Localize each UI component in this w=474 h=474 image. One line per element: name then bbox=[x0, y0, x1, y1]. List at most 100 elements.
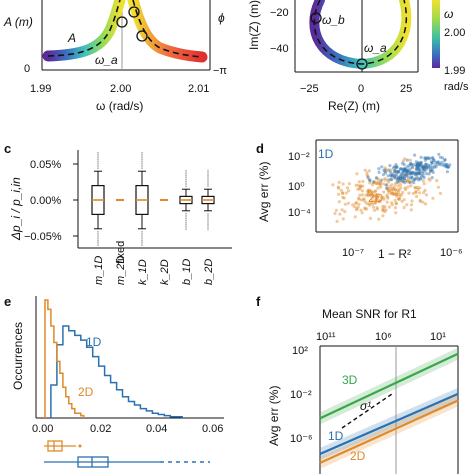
panel-d-scatter-point bbox=[385, 193, 389, 197]
panel-d-scatter-point bbox=[421, 179, 425, 183]
panel-d-scatter-point bbox=[337, 180, 341, 184]
panel-d-scatter-point bbox=[443, 162, 447, 166]
panel-d-scatter-point bbox=[375, 206, 379, 210]
panel-d-scatter-point bbox=[394, 211, 398, 215]
panel-d-scatter-point bbox=[386, 196, 390, 200]
panel-d-scatter-point bbox=[409, 176, 413, 180]
panel-d-scatter-point bbox=[414, 167, 418, 171]
panel-d-scatter-point bbox=[427, 165, 431, 169]
panel-d-scatter-point bbox=[406, 185, 410, 189]
panel-d-scatter-point bbox=[419, 174, 423, 178]
panel-d-scatter-point bbox=[424, 167, 428, 171]
panel-d-scatter-point bbox=[411, 162, 415, 167]
panel-d-scatter-point bbox=[415, 172, 419, 176]
panel-d-scatter-point bbox=[394, 166, 398, 170]
panel-d-scatter-point bbox=[418, 163, 422, 167]
panel-f-line-1D bbox=[319, 392, 459, 455]
panel-d-scatter-point bbox=[387, 191, 391, 195]
panel-d-scatter-point bbox=[430, 161, 434, 165]
panel-d-scatter-point bbox=[337, 200, 341, 204]
panel-a-right-ytick-0: −π bbox=[213, 65, 227, 77]
panel-d-scatter-point bbox=[424, 193, 429, 197]
panel-d-scatter-point bbox=[341, 182, 345, 186]
panel-d-scatter-point bbox=[382, 206, 386, 211]
panel-d-scatter-point bbox=[445, 163, 449, 167]
panel-d-scatter-point bbox=[409, 162, 413, 166]
panel-d-scatter-point bbox=[372, 195, 376, 199]
panel-c-outlier bbox=[141, 165, 143, 167]
panel-d-scatter-point bbox=[381, 214, 385, 218]
panel-d-scatter-point bbox=[374, 189, 378, 193]
panel-d-scatter-point bbox=[376, 194, 381, 198]
panel-d-scatter-point bbox=[402, 167, 407, 171]
panel-d-scatter-point bbox=[354, 201, 358, 206]
panel-d-scatter-point bbox=[422, 176, 426, 180]
panel-f-legend-1d: 1D bbox=[328, 429, 344, 443]
panel-c-outlier bbox=[141, 158, 143, 161]
panel-d-xlabel: 1 − R² bbox=[378, 247, 411, 261]
panel-d-scatter-point bbox=[358, 186, 362, 190]
panel-d-scatter-point bbox=[421, 172, 425, 176]
panel-d-scatter-point bbox=[370, 202, 375, 206]
panel-d-scatter-point bbox=[427, 156, 431, 160]
panel-d-scatter-point bbox=[424, 165, 428, 169]
panel-d-scatter-point bbox=[448, 163, 452, 167]
panel-d-scatter-point bbox=[404, 168, 408, 172]
panel-d-scatter-point bbox=[394, 165, 398, 169]
panel-d-scatter-point bbox=[371, 180, 375, 184]
panel-d-scatter-point bbox=[378, 183, 382, 187]
panel-d-scatter-point bbox=[389, 177, 393, 181]
panel-d-scatter-point bbox=[381, 208, 385, 212]
panel-d-scatter-point bbox=[389, 192, 393, 196]
panel-b-colorbar-tick-1: 1.99 bbox=[444, 65, 465, 77]
panel-d-scatter-point bbox=[422, 167, 426, 171]
panel-d-scatter-point bbox=[390, 203, 394, 207]
panel-d-scatter-point bbox=[344, 191, 348, 195]
panel-d-scatter-point bbox=[424, 165, 428, 169]
panel-d-scatter-point bbox=[389, 174, 393, 178]
panel-d-scatter-point bbox=[357, 197, 361, 201]
panel-d-scatter-point bbox=[398, 167, 402, 171]
panel-d-scatter-point bbox=[428, 169, 432, 173]
panel-d-scatter-point bbox=[396, 176, 400, 180]
panel-d-scatter-point bbox=[368, 181, 372, 185]
panel-d-scatter-point bbox=[396, 176, 400, 180]
panel-d-scatter-point bbox=[403, 169, 407, 173]
panel-d-scatter-point bbox=[430, 161, 434, 165]
panel-c-category-label: b_1D bbox=[181, 259, 193, 285]
panel-d-scatter-point bbox=[418, 163, 422, 167]
panel-d-scatter-point bbox=[406, 175, 410, 179]
panel-d-scatter-point bbox=[411, 191, 415, 196]
panel-d-scatter-point bbox=[411, 172, 415, 176]
panel-d-scatter-point bbox=[343, 202, 347, 206]
panel-d-scatter-point bbox=[432, 158, 436, 162]
panel-d-scatter-point bbox=[393, 198, 397, 203]
panel-d-scatter-point bbox=[402, 205, 406, 210]
panel-d-scatter-point bbox=[398, 195, 402, 199]
panel-d-scatter-point bbox=[414, 164, 418, 168]
panel-d-scatter-point bbox=[403, 157, 407, 161]
panel-d-scatter-point bbox=[373, 199, 377, 203]
panel-d-scatter-point bbox=[394, 192, 398, 196]
panel-d-scatter-point bbox=[416, 165, 420, 169]
panel-d-scatter-point bbox=[393, 174, 397, 179]
panel-d-scatter-point bbox=[417, 167, 421, 171]
panel-d-scatter-point bbox=[361, 179, 365, 184]
panel-d-scatter-point bbox=[415, 194, 419, 199]
panel-d-scatter-point bbox=[371, 190, 375, 194]
panel-d-scatter-point bbox=[417, 164, 421, 168]
panel-a-right-ylabel: ϕ bbox=[218, 11, 225, 25]
panel-d-scatter-point bbox=[445, 163, 449, 167]
panel-d-scatter-point bbox=[393, 192, 397, 196]
panel-d-scatter-point bbox=[434, 165, 438, 169]
panel-d-scatter-point bbox=[438, 155, 442, 159]
panel-d-scatter-point bbox=[431, 156, 435, 160]
panel-d-scatter-point bbox=[375, 194, 379, 198]
panel-d-scatter-point bbox=[401, 190, 405, 195]
panel-c-outlier bbox=[141, 162, 143, 165]
panel-d-scatter-point bbox=[368, 188, 372, 192]
panel-d-scatter-point bbox=[384, 178, 388, 182]
panel-d-scatter-point bbox=[407, 191, 411, 195]
panel-d-scatter-point bbox=[426, 166, 430, 170]
panel-c-outlier bbox=[97, 237, 99, 240]
